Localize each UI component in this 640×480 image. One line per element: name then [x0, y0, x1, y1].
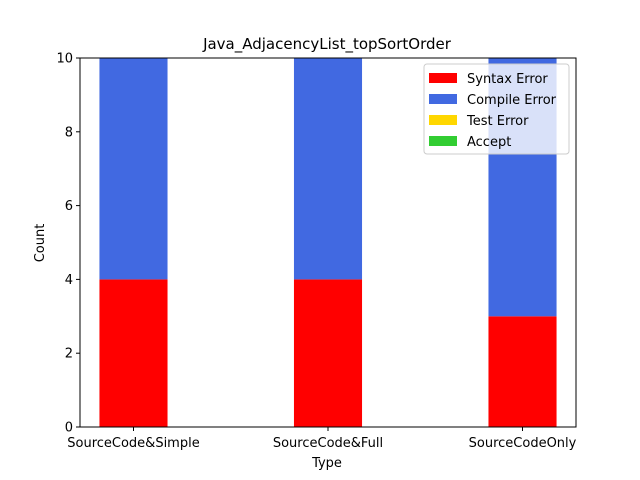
x-tick-label: SourceCode&Simple: [67, 436, 199, 451]
bar-compile-error-1: [293, 58, 363, 280]
bar-compile-error-0: [99, 58, 168, 280]
bar-syntax-error-2: [488, 316, 557, 427]
legend-label: Compile Error: [467, 93, 557, 108]
legend-box: [423, 63, 570, 155]
legend-label: Syntax Error: [467, 72, 548, 87]
legend-swatch: [429, 115, 457, 125]
chart-title: Java_AdjacencyList_topSortOrder: [202, 35, 452, 54]
legend-label: Accept: [467, 135, 511, 150]
legend-swatch: [429, 136, 457, 146]
bar-syntax-error-0: [99, 279, 168, 427]
y-tick-label: 8: [65, 125, 73, 140]
y-axis-label: Count: [33, 224, 48, 263]
y-tick-label: 10: [56, 52, 73, 67]
axes-layer: 0 2 4 6 8 10 SourceCode&Simple SourceCode&Full S…: [56, 52, 576, 452]
bars-layer: [99, 58, 557, 427]
x-tick-label: SourceCodeOnly: [469, 436, 577, 451]
y-tick-label: 0: [65, 421, 73, 436]
legend: Syntax Error Compile Error Test Error Accep…: [423, 63, 570, 155]
legend-swatch: [429, 94, 457, 104]
bar-syntax-error-1: [293, 279, 363, 427]
legend-label: Test Error: [466, 114, 529, 129]
y-tick-label: 2: [65, 347, 73, 362]
legend-swatch: [429, 73, 457, 83]
y-tick-label: 4: [65, 273, 73, 288]
y-tick-label: 6: [65, 199, 73, 214]
x-axis-label: Type: [311, 456, 342, 471]
x-tick-label: SourceCode&Full: [273, 436, 383, 451]
